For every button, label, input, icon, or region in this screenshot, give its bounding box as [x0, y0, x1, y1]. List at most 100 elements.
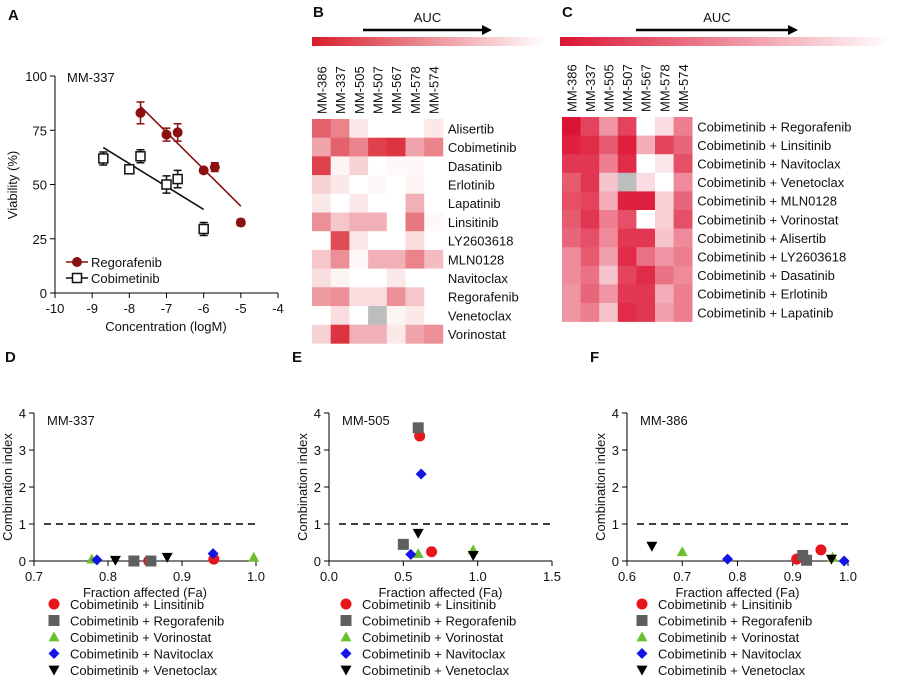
legend-marker: [340, 598, 352, 610]
data-point: [722, 553, 734, 565]
heatmap-cell: [580, 265, 600, 285]
legend-marker: [48, 665, 60, 676]
heatmap-cell: [386, 137, 406, 157]
heatmap-cell: [405, 287, 425, 307]
heatmap-cell: [617, 228, 637, 248]
column-label: MM-507: [370, 66, 385, 114]
heatmap-cell: [599, 265, 619, 285]
heatmap-cell: [386, 156, 406, 176]
row-label: LY2603618: [448, 234, 514, 249]
x-tick-label: 0.8: [99, 569, 117, 584]
row-label: Cobimetinib: [448, 140, 517, 155]
heatmap-cell: [368, 119, 388, 138]
ci-chart-mm-386: 0 1 2 3 4 0.6 0.7 0.8 0.9 1.0 Fraction affected (F…: [593, 406, 857, 678]
legend-marker: [48, 615, 60, 626]
heatmap-cell: [330, 287, 350, 307]
heatmap-cell: [386, 268, 406, 288]
heatmap-cell: [599, 247, 619, 267]
heatmap-cell: [424, 212, 444, 232]
heatmap-cell: [636, 117, 656, 136]
x-tick-label: -5: [235, 301, 247, 316]
arrow-head-icon: [788, 25, 798, 35]
row-label: Cobimetinib + Dasatinib: [697, 268, 835, 283]
y-tick-label: 4: [314, 406, 321, 421]
y-tick-label: 4: [612, 406, 619, 421]
heatmap-cell: [405, 231, 425, 251]
heatmap-cell: [562, 265, 581, 285]
y-tick-label: 3: [314, 443, 321, 458]
auc-label: AUC: [703, 10, 730, 25]
x-axis-label: Concentration (logM): [105, 319, 226, 334]
heatmap-cell: [562, 284, 581, 304]
heatmap-cell: [405, 156, 425, 176]
heatmap-cell: [580, 154, 600, 174]
heatmap-cell: [655, 247, 674, 267]
heatmap-cell: [312, 324, 331, 344]
legend-label: Cobimetinib + Venetoclax: [658, 663, 806, 678]
column-label: MM-567: [389, 66, 404, 114]
chart-title: MM-505: [342, 413, 390, 428]
heatmap-cell: [617, 191, 637, 211]
data-point: [172, 173, 183, 185]
row-label: Vorinostat: [448, 327, 506, 342]
data-point: [161, 552, 173, 563]
heatmap-cell: [330, 212, 350, 232]
heatmap-cell: [330, 324, 350, 344]
data-point: [145, 555, 157, 567]
heatmap-cell: [368, 193, 388, 213]
heatmap-cell: [330, 249, 350, 269]
data-point: [405, 548, 417, 560]
heatmap-cell: [673, 172, 693, 192]
data-point: [397, 538, 409, 550]
panel-label-b: B: [313, 4, 324, 21]
legend-marker: [636, 648, 648, 659]
heatmap-cell: [349, 137, 369, 157]
heatmap-cell: [673, 135, 693, 155]
x-tick-label: -4: [272, 301, 284, 316]
heatmap-cell: [349, 287, 369, 307]
data-point: [646, 541, 658, 552]
heatmap-cell: [349, 231, 369, 251]
heatmap-cell: [424, 137, 444, 157]
data-point: [198, 165, 209, 176]
heatmap-cell: [330, 268, 350, 288]
legend-label: Cobimetinib + Linsitinib: [362, 597, 496, 612]
legend-marker: [71, 272, 83, 284]
y-tick-label: 25: [33, 232, 47, 247]
heatmap-cell: [405, 306, 425, 325]
heatmap-cell: [599, 135, 619, 155]
legend-marker: [636, 598, 648, 610]
data-point: [825, 554, 837, 565]
column-label: MM-505: [602, 64, 617, 112]
row-label: Erlotinib: [448, 177, 495, 192]
heatmap-cell: [655, 303, 674, 322]
y-tick-label: 2: [19, 480, 26, 495]
heatmap-cell: [368, 156, 388, 176]
y-tick-label: 3: [612, 443, 619, 458]
heatmap-cell: [368, 175, 388, 195]
x-tick-label: 0.7: [25, 569, 43, 584]
heatmap-cell: [580, 191, 600, 211]
arrow-head-icon: [482, 25, 492, 35]
heatmap-cell: [562, 303, 581, 322]
row-label: Cobimetinib + Linsitinib: [697, 138, 831, 153]
heatmap-cell: [655, 135, 674, 155]
data-point: [248, 551, 260, 562]
heatmap-cell: [617, 172, 637, 192]
heatmap-cell: [599, 117, 619, 136]
heatmap-cell: [424, 287, 444, 307]
x-tick-label: 0.6: [618, 569, 636, 584]
heatmap-cell: [386, 287, 406, 307]
heatmap-cell: [330, 119, 350, 138]
heatmap-cell: [349, 156, 369, 176]
row-label: Cobimetinib + Navitoclax: [697, 157, 841, 172]
row-label: Venetoclax: [448, 308, 512, 323]
panel-label-f: F: [590, 349, 599, 366]
heatmap-cell: [368, 249, 388, 269]
x-tick-label: 1.0: [839, 569, 857, 584]
x-tick-label: 0.0: [320, 569, 338, 584]
heatmap-cell: [636, 154, 656, 174]
row-label: Cobimetinib + Alisertib: [697, 231, 826, 246]
data-point: [109, 555, 121, 566]
